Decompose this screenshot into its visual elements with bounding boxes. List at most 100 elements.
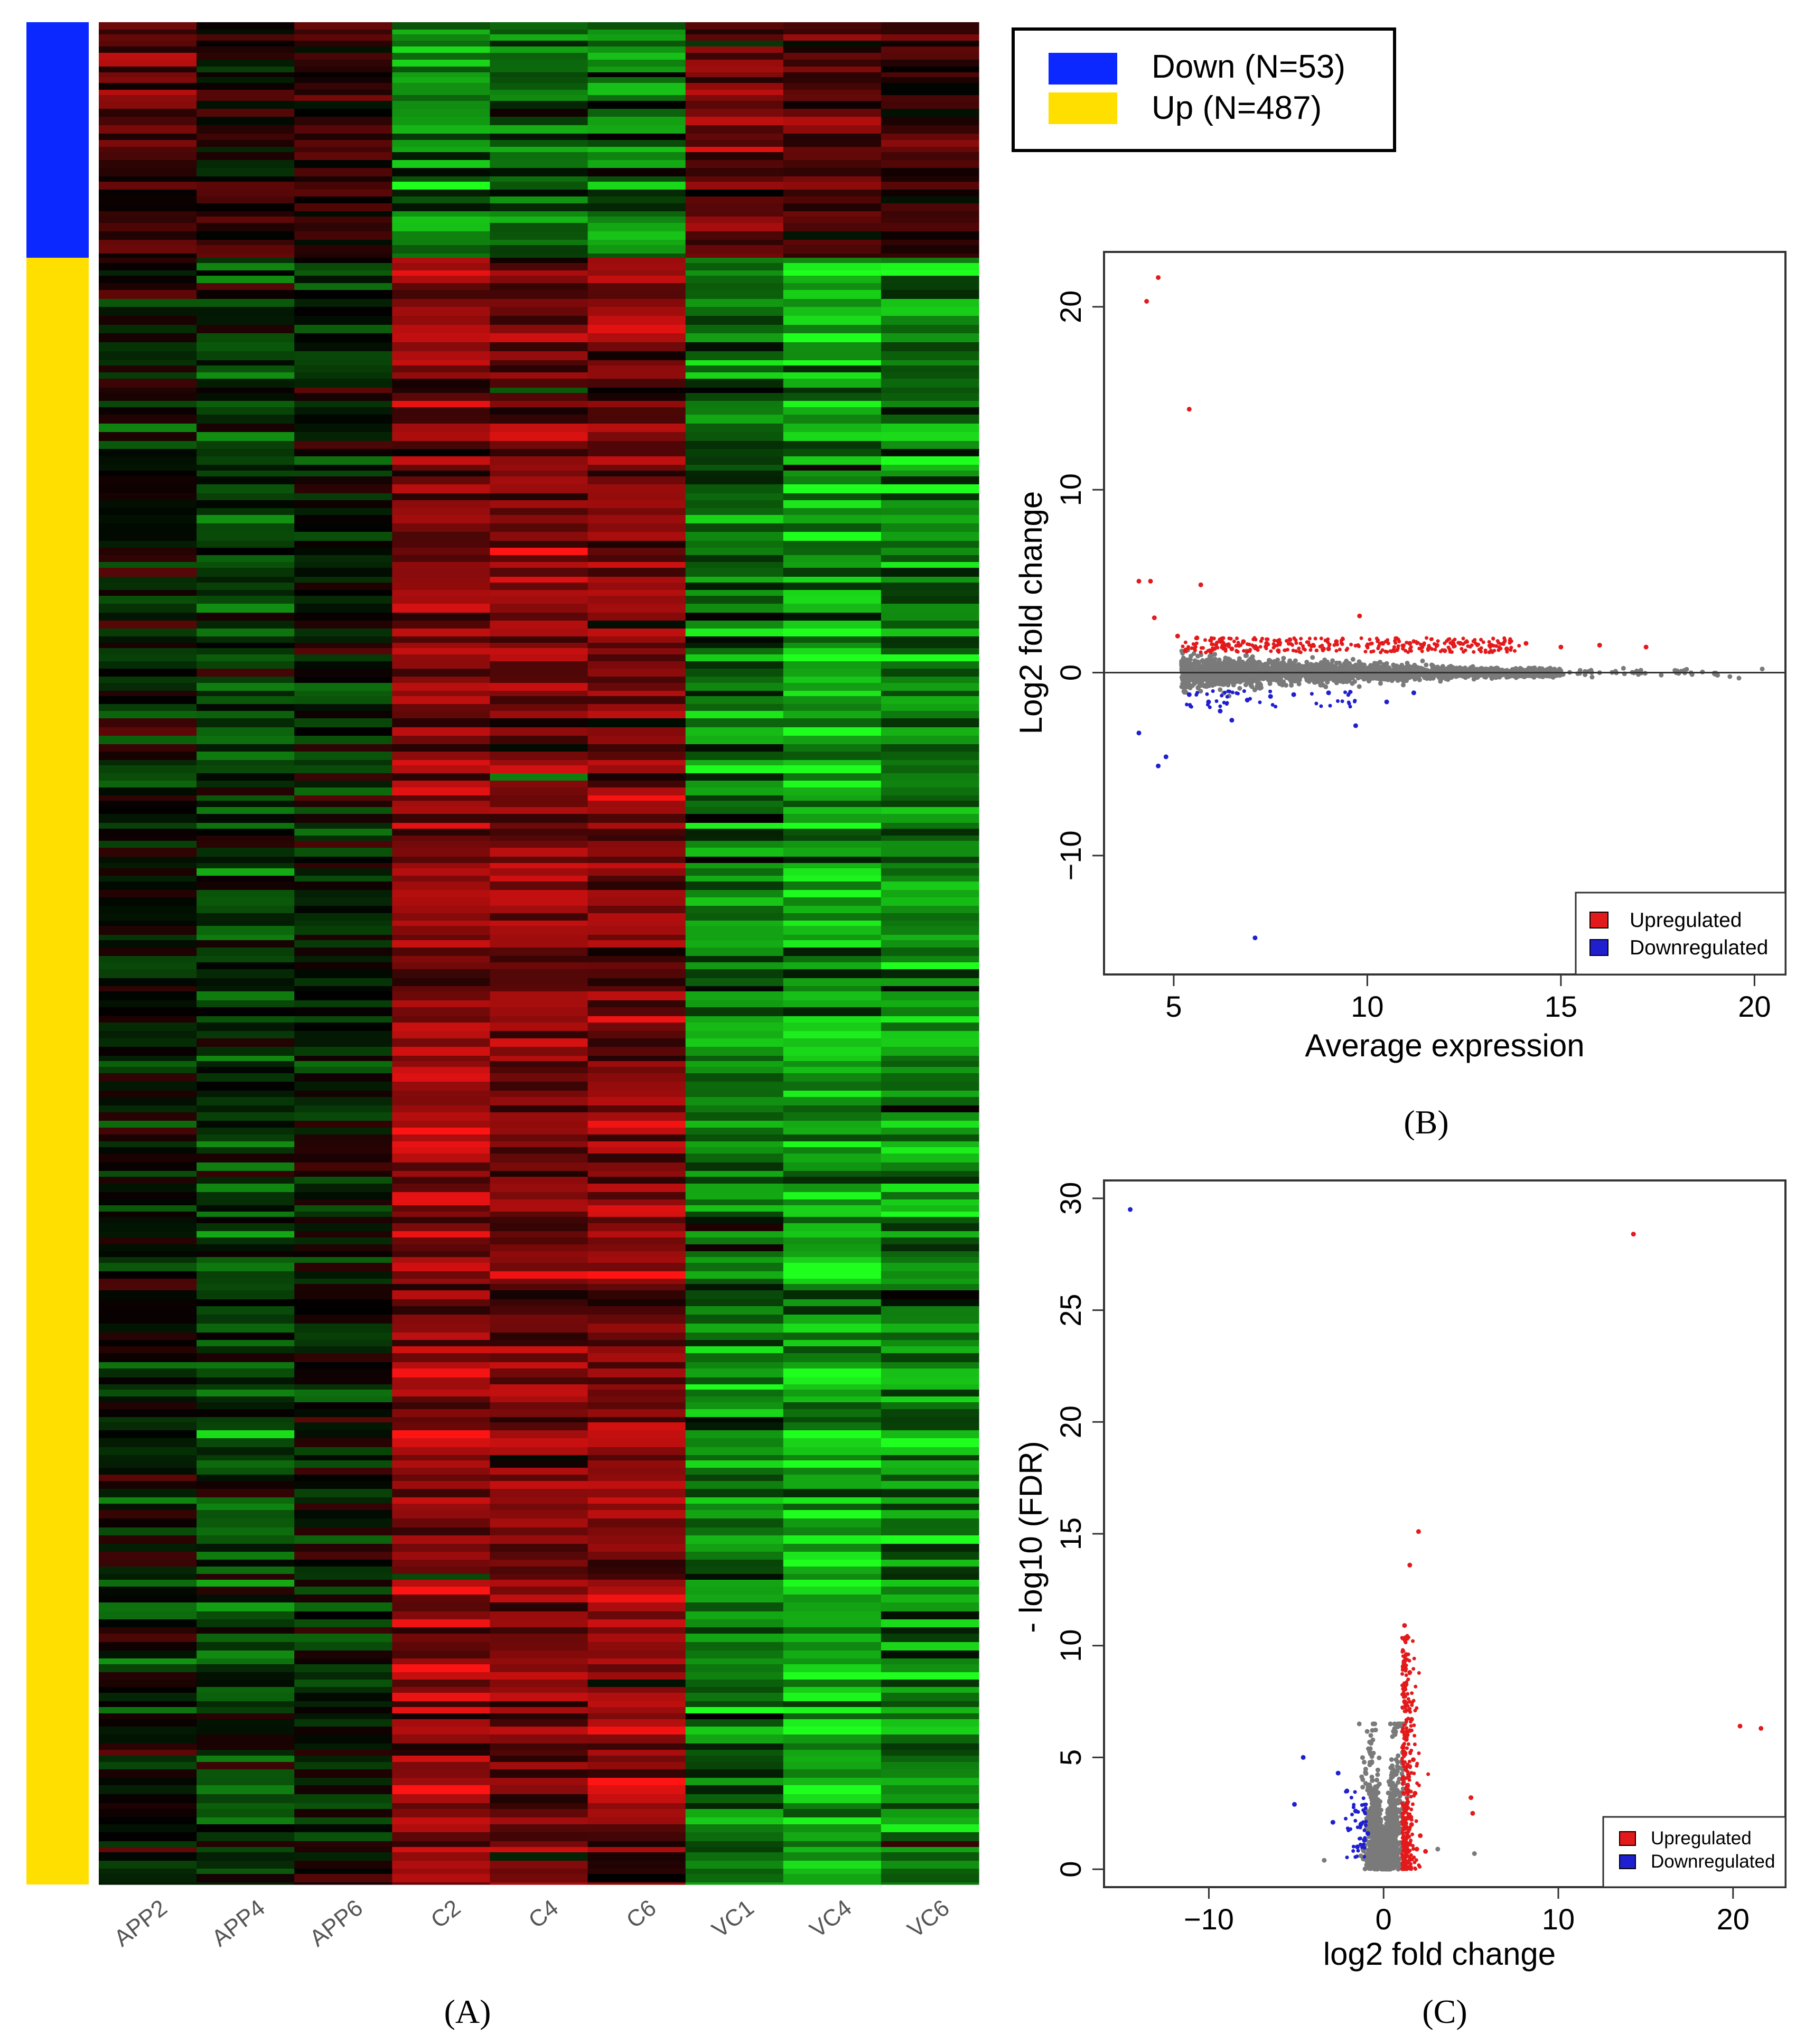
heatmap-cell bbox=[783, 1417, 882, 1423]
heatmap-cell bbox=[490, 1067, 588, 1074]
heatmap-cell bbox=[392, 1447, 490, 1456]
heatmap-cell bbox=[587, 669, 686, 677]
heatmap-cell bbox=[392, 1756, 490, 1762]
heatmap-cell bbox=[99, 508, 197, 515]
heatmap-cell bbox=[490, 621, 588, 629]
heatmap-cell bbox=[294, 532, 392, 541]
heatmap-cell bbox=[587, 217, 686, 223]
heatmap-cell bbox=[294, 1481, 392, 1489]
heatmap-cell bbox=[392, 841, 490, 848]
heatmap-cell bbox=[783, 1067, 882, 1074]
heatmap-cell bbox=[197, 1824, 295, 1833]
heatmap-cell bbox=[490, 176, 588, 182]
heatmap-cell bbox=[197, 890, 295, 898]
nonsignificant-point bbox=[1325, 680, 1330, 685]
heatmap-cell bbox=[685, 604, 784, 613]
heatmap-cell bbox=[685, 333, 784, 343]
heatmap-cell bbox=[197, 1634, 295, 1643]
heatmap-cell bbox=[392, 168, 490, 177]
heatmap-cell bbox=[587, 484, 686, 494]
nonsignificant-point bbox=[1245, 680, 1250, 685]
heatmap-cell bbox=[587, 948, 686, 957]
heatmap-cell bbox=[197, 152, 295, 161]
heatmap-cell bbox=[783, 1672, 882, 1680]
heatmap-cell bbox=[294, 1097, 392, 1106]
heatmap-cell bbox=[294, 1362, 392, 1369]
heatmap-cell bbox=[99, 1171, 197, 1177]
heatmap-cell bbox=[294, 1031, 392, 1039]
heatmap-cell bbox=[685, 22, 784, 30]
heatmap-cell bbox=[197, 290, 295, 299]
heatmap-cell bbox=[685, 140, 784, 147]
heatmap-cell bbox=[490, 508, 588, 515]
nonsignificant-point bbox=[1234, 679, 1240, 684]
heatmap-cell bbox=[685, 325, 784, 334]
heatmap-cell bbox=[881, 379, 979, 388]
heatmap-cell bbox=[881, 897, 979, 906]
heatmap-cell bbox=[392, 1377, 490, 1385]
heatmap-cell bbox=[685, 727, 784, 736]
heatmap-cell bbox=[685, 548, 784, 556]
heatmap-cell bbox=[490, 1007, 588, 1017]
heatmap-cell bbox=[783, 1134, 882, 1142]
heatmap-cell bbox=[881, 168, 979, 177]
nonsignificant-point bbox=[1281, 655, 1286, 661]
heatmap-cell bbox=[783, 1091, 882, 1098]
heatmap-cell bbox=[294, 1510, 392, 1519]
heatmap-cell bbox=[197, 1580, 295, 1587]
heatmap-cell bbox=[587, 1460, 686, 1468]
heatmap-cell bbox=[99, 882, 197, 890]
heatmap-cell bbox=[392, 1257, 490, 1263]
heatmap-cell bbox=[197, 836, 295, 841]
heatmap-cell bbox=[490, 1580, 588, 1587]
nonsignificant-point bbox=[1378, 681, 1383, 686]
heatmap-cell bbox=[294, 515, 392, 524]
group-bar-up bbox=[26, 258, 89, 1884]
heatmap-cell bbox=[685, 744, 784, 752]
heatmap-cell bbox=[881, 1340, 979, 1347]
heatmap-cell bbox=[685, 1743, 784, 1750]
heatmap-cell bbox=[881, 515, 979, 524]
heatmap-cell bbox=[881, 299, 979, 307]
heatmap-cell bbox=[392, 1396, 490, 1403]
heatmap-cell bbox=[294, 1353, 392, 1363]
heatmap-cell bbox=[587, 1560, 686, 1567]
heatmap-cell bbox=[490, 1707, 588, 1714]
heatmap-cell bbox=[197, 515, 295, 524]
heatmap-cell bbox=[197, 449, 295, 457]
heatmap-cell bbox=[197, 1861, 295, 1869]
heatmap-cell bbox=[197, 935, 295, 941]
heatmap-cell bbox=[587, 836, 686, 841]
heatmap-cell bbox=[99, 1031, 197, 1039]
heatmap-cell bbox=[587, 140, 686, 147]
heatmap-cell bbox=[99, 1333, 197, 1340]
heatmap-cell bbox=[294, 1769, 392, 1778]
heatmap-cell bbox=[197, 1162, 295, 1171]
heatmap-cell bbox=[294, 636, 392, 643]
nonsignificant-point bbox=[1339, 668, 1344, 673]
heatmap-cell bbox=[392, 1587, 490, 1595]
heatmap-cell bbox=[197, 117, 295, 126]
heatmap-cell bbox=[392, 1430, 490, 1439]
heatmap-cell bbox=[197, 95, 295, 101]
heatmap-cell bbox=[197, 1803, 295, 1809]
heatmap-cell bbox=[685, 342, 784, 352]
heatmap-cell bbox=[783, 276, 882, 284]
heatmap-cell bbox=[490, 532, 588, 541]
heatmap-cell bbox=[392, 704, 490, 711]
heatmap-cell bbox=[99, 765, 197, 774]
heatmap-cell bbox=[587, 1396, 686, 1403]
heatmap-cell bbox=[99, 1634, 197, 1643]
heatmap-cell bbox=[99, 1244, 197, 1252]
nonsignificant-point bbox=[1237, 672, 1242, 678]
heatmap-cell bbox=[685, 1672, 784, 1680]
nonsignificant-point bbox=[1408, 664, 1414, 670]
heatmap-cell bbox=[685, 1560, 784, 1567]
heatmap-cell bbox=[783, 1061, 882, 1067]
nonsignificant-point bbox=[1682, 668, 1687, 673]
heatmap-cell bbox=[587, 1824, 686, 1833]
heatmap-cell bbox=[587, 1346, 686, 1354]
heatmap-cell bbox=[685, 1112, 784, 1121]
heatmap-cell bbox=[783, 1481, 882, 1489]
heatmap-cell bbox=[783, 1438, 882, 1448]
